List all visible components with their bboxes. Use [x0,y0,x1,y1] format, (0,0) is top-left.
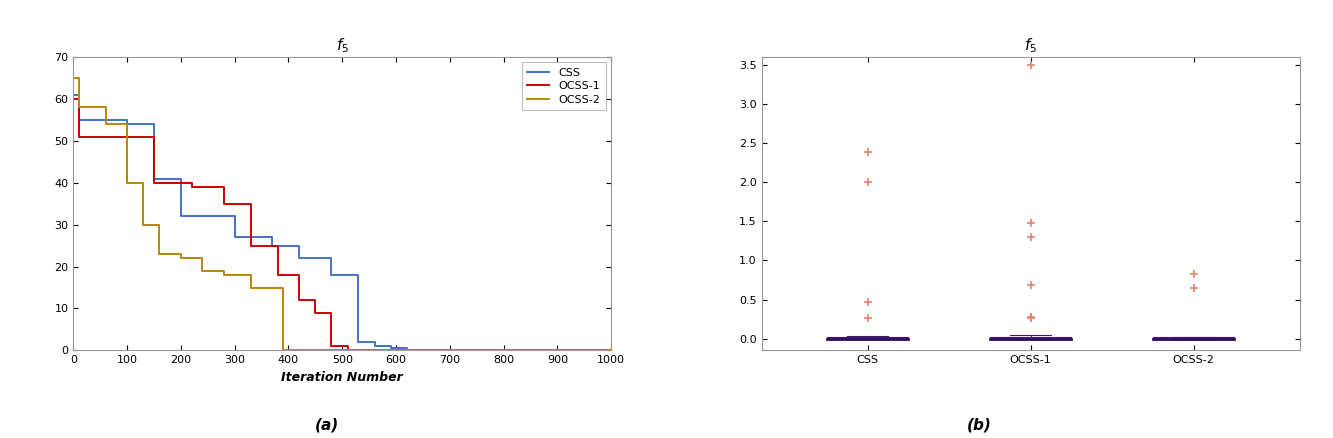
OCSS-2 [335,348,351,353]
CSS [147,176,163,181]
Line: CSS: CSS [73,95,612,350]
OCSS-1 [367,348,383,353]
OCSS-1 [65,96,81,102]
OCSS-1 [243,243,259,248]
CSS [324,272,340,278]
OCSS-2 [135,180,151,185]
OCSS-1 [147,180,163,185]
OCSS-2 [243,272,259,278]
Text: (b): (b) [968,417,992,432]
OCSS-1 [351,348,367,353]
OCSS-1 [147,134,163,139]
OCSS-2 [97,105,113,110]
CSS [291,255,307,261]
OCSS-1 [308,310,324,315]
CSS [291,243,307,248]
CSS [119,121,135,127]
OCSS-2 [335,348,351,353]
CSS [351,339,367,345]
OCSS-1 [216,184,232,190]
X-axis label: Iteration Number: Iteration Number [281,371,403,384]
CSS [415,348,431,353]
OCSS-2 [319,348,335,353]
OCSS-2 [195,255,211,261]
OCSS-2 [319,348,335,353]
OCSS-2 [243,285,259,290]
Title: $f_5$: $f_5$ [1024,36,1037,55]
OCSS-1 [243,201,259,206]
CSS [415,348,431,353]
OCSS-1 [351,348,367,353]
Bar [1153,338,1234,339]
OCSS-1 [340,348,356,353]
CSS [264,235,280,240]
OCSS-2 [152,251,168,257]
Bar [990,337,1072,339]
Legend: CSS, OCSS-1, OCSS-2: CSS, OCSS-1, OCSS-2 [521,63,605,110]
OCSS-1 [340,343,356,349]
CSS [173,176,189,181]
OCSS-2 [135,222,151,227]
OCSS-2 [65,75,81,81]
CSS [399,346,415,351]
OCSS-1 [324,310,340,315]
OCSS-1 [269,243,285,248]
OCSS-2 [297,348,313,353]
CSS [383,346,399,351]
OCSS-2 [97,121,113,127]
OCSS-2 [173,255,189,261]
OCSS-1 [367,348,383,353]
CSS [71,117,87,123]
OCSS-2 [275,348,291,353]
OCSS-2 [152,222,168,227]
OCSS-2 [216,272,232,278]
CSS [65,92,81,97]
Text: (a): (a) [315,417,339,432]
OCSS-2 [119,121,135,127]
CSS [119,117,135,123]
OCSS-1 [269,272,285,278]
CSS [71,92,87,97]
CSS [367,339,383,345]
OCSS-1 [184,184,200,190]
Title: $f_5$: $f_5$ [336,36,349,55]
CSS [324,255,340,261]
OCSS-2 [173,251,189,257]
Bar [826,338,909,339]
OCSS-2 [604,348,620,353]
OCSS-2 [195,268,211,273]
CSS [367,343,383,349]
CSS [227,235,243,240]
CSS [399,348,415,353]
OCSS-2 [216,268,232,273]
OCSS-1 [108,134,124,139]
Line: OCSS-2: OCSS-2 [73,78,612,350]
OCSS-1 [184,180,200,185]
CSS [147,121,163,127]
CSS [383,343,399,349]
OCSS-1 [291,272,307,278]
Line: OCSS-1: OCSS-1 [73,99,612,350]
OCSS-1 [216,201,232,206]
OCSS-2 [71,75,87,81]
OCSS-2 [71,105,87,110]
OCSS-1 [108,134,124,139]
CSS [351,272,367,278]
OCSS-1 [71,96,87,102]
OCSS-2 [119,180,135,185]
CSS [173,214,189,219]
CSS [227,214,243,219]
OCSS-1 [324,343,340,349]
OCSS-2 [275,285,291,290]
OCSS-2 [297,348,313,353]
CSS [604,348,620,353]
OCSS-1 [291,297,307,303]
OCSS-1 [308,297,324,303]
CSS [264,243,280,248]
OCSS-1 [71,134,87,139]
OCSS-1 [604,348,620,353]
